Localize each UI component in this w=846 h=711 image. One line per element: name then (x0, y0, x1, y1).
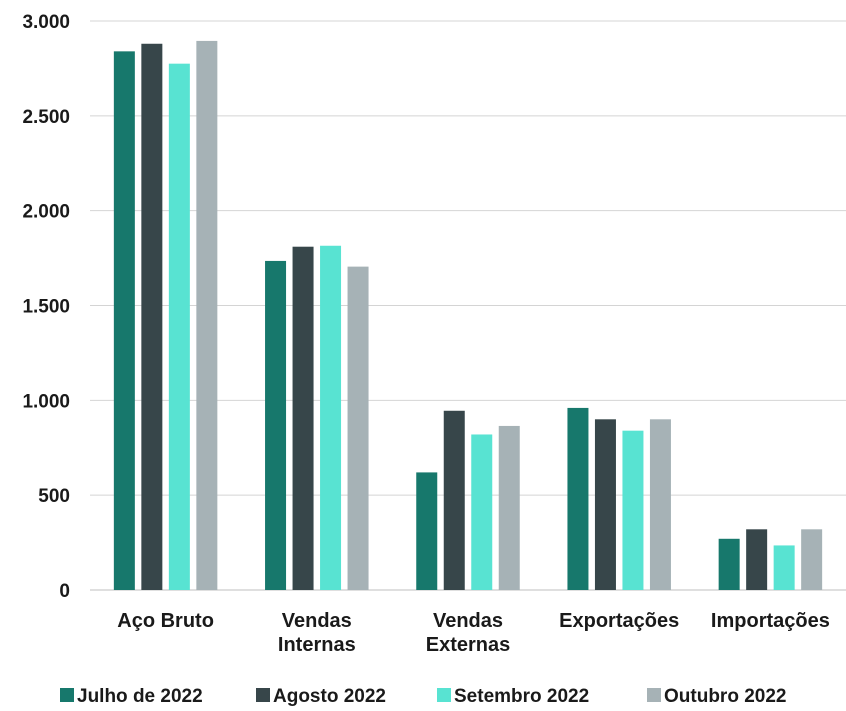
legend-swatch (647, 688, 661, 702)
x-tick-label: Aço Bruto (117, 610, 214, 632)
y-tick-label: 500 (38, 486, 70, 507)
legend-swatch (60, 688, 74, 702)
bar (773, 545, 795, 590)
bar (746, 529, 768, 590)
x-tick-label: Vendas (282, 610, 352, 632)
bar (416, 472, 438, 590)
bar (718, 538, 740, 590)
bar (649, 419, 671, 590)
bars (113, 40, 823, 591)
bar (292, 246, 314, 590)
y-tick-label: 1.500 (22, 297, 70, 318)
x-tick-label: Exportações (559, 610, 679, 632)
bar (471, 434, 493, 590)
bar (113, 51, 135, 590)
y-tick-label: 0 (59, 581, 70, 602)
bar (622, 430, 644, 590)
legend: Julho de 2022 Agosto 2022 Setembro 2022 Out… (60, 686, 786, 707)
x-tick-label: Importações (711, 610, 830, 632)
x-tick-label: Externas (426, 634, 511, 656)
bar (320, 245, 342, 590)
bar (347, 266, 369, 590)
y-tick-label: 3.000 (22, 12, 70, 33)
legend-swatch (256, 688, 270, 702)
x-tick-label: Vendas (433, 610, 503, 632)
bar (594, 419, 616, 590)
x-axis: Aço Bruto VendasInternasVendasExternasExp… (117, 610, 830, 656)
y-tick-label: 2.000 (22, 202, 70, 223)
legend-label: Setembro 2022 (454, 686, 589, 707)
bar (168, 63, 190, 591)
bar (801, 529, 823, 590)
bar (443, 410, 465, 590)
y-tick-label: 1.000 (22, 391, 70, 412)
bar (141, 43, 163, 590)
y-tick-label: 2.500 (22, 107, 70, 128)
legend-label: Outubro 2022 (664, 686, 786, 707)
bar (196, 40, 218, 591)
bar (265, 260, 287, 590)
bar (567, 407, 589, 590)
y-axis: 0 500 1.000 1.500 2.000 2.500 3.000 (22, 12, 70, 602)
legend-label: Julho de 2022 (77, 686, 203, 707)
bar (498, 425, 520, 590)
legend-swatch (437, 688, 451, 702)
legend-label: Agosto 2022 (273, 686, 386, 707)
x-tick-label: Internas (278, 634, 356, 656)
